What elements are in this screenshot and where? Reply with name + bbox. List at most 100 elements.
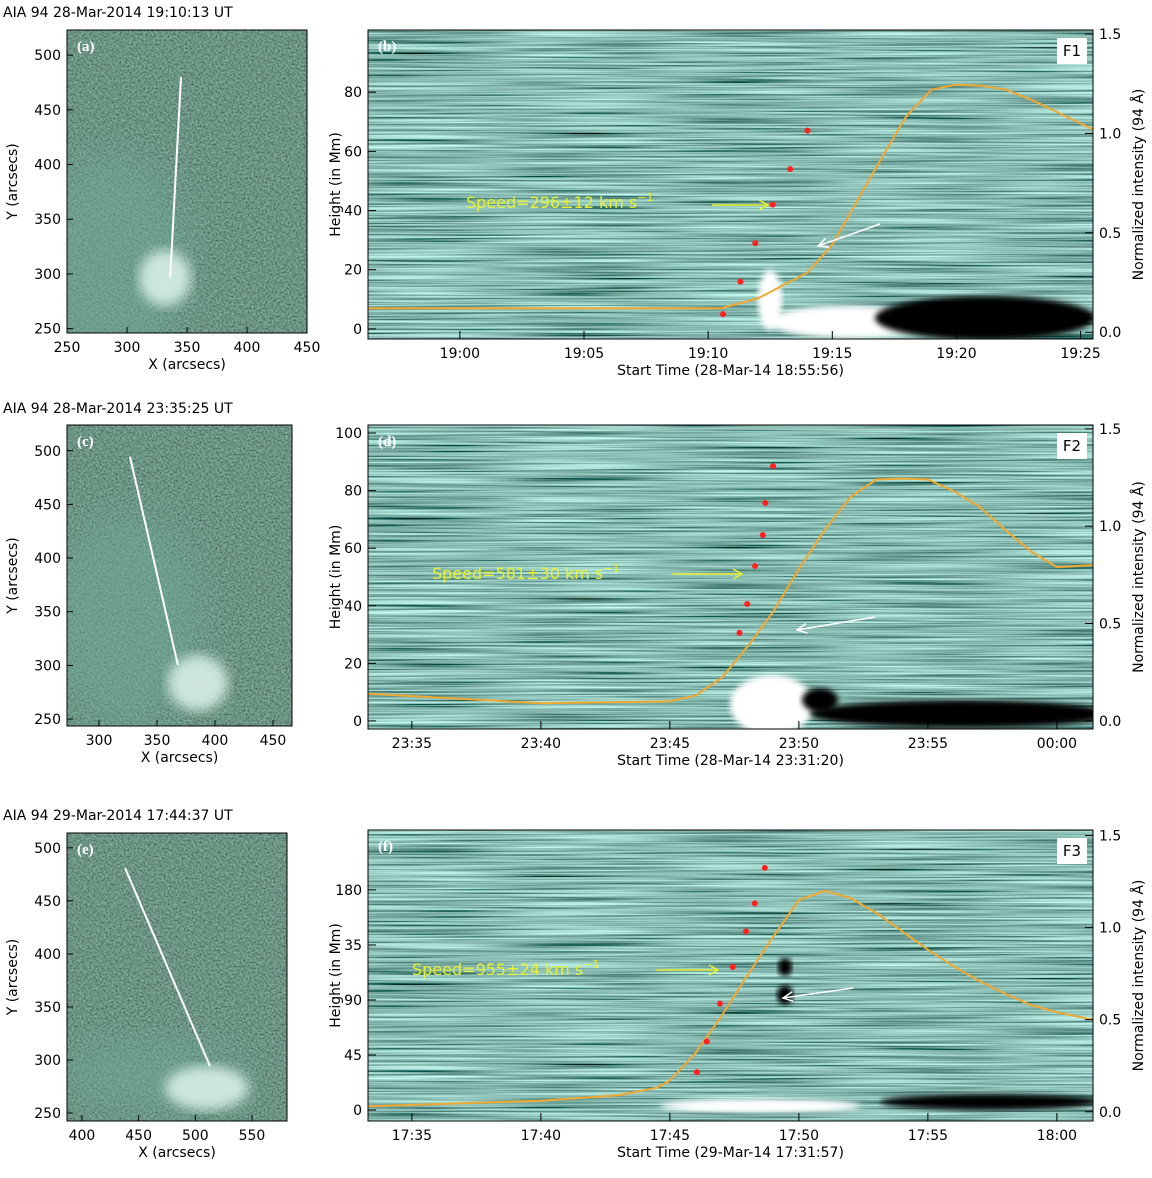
x-tick-label: 300 bbox=[114, 340, 141, 356]
x-tick-label: 350 bbox=[144, 733, 171, 749]
y2-tick-label: 1.0 bbox=[1099, 921, 1121, 937]
x-tick-label: 17:45 bbox=[650, 1128, 690, 1144]
y-tick-label: 180 bbox=[335, 883, 362, 899]
panel-label: (c) bbox=[77, 434, 94, 450]
x-axis-label: Start Time (29-Mar-14 17:31:57) bbox=[617, 1145, 844, 1161]
height-point bbox=[752, 563, 759, 570]
y-tick-label: 300 bbox=[34, 267, 61, 283]
x-tick-label: 19:05 bbox=[564, 346, 604, 362]
x-tick-label: 350 bbox=[174, 340, 201, 356]
x-tick-label: 550 bbox=[239, 1128, 266, 1144]
y2-tick-label: 1.5 bbox=[1099, 829, 1121, 845]
flare-label-box bbox=[1057, 838, 1087, 864]
x-tick-label: 19:20 bbox=[936, 346, 976, 362]
height-point bbox=[716, 1000, 723, 1007]
y-tick-label: 80 bbox=[344, 85, 362, 101]
image-panel: AIA 94 28-Mar-2014 23:35:25 UT (c) 300 350 4… bbox=[3, 401, 293, 766]
intensity-curve bbox=[368, 83, 1093, 310]
x-tick-label: 23:50 bbox=[779, 736, 819, 752]
y-tick-label: 450 bbox=[34, 497, 61, 513]
panel-label: (b) bbox=[378, 39, 396, 55]
feature-arrow bbox=[795, 616, 876, 634]
y-tick-label: 400 bbox=[34, 947, 61, 963]
x-axis-label: X (arcsecs) bbox=[141, 750, 219, 766]
time-distance-panel: Speed=955±24 km s−1 F3 0.0 0.5 1.0 1.5 Normali… bbox=[328, 829, 1147, 1161]
speed-text: Speed=955±24 km s bbox=[412, 960, 583, 979]
y-tick-label: 0 bbox=[353, 714, 362, 730]
speed-text: Speed=296±12 km s bbox=[466, 193, 637, 212]
dark-feature bbox=[875, 296, 1093, 339]
y-tick-label: 35 bbox=[344, 938, 362, 954]
dark-feature bbox=[778, 958, 792, 976]
bright-feature bbox=[758, 270, 782, 330]
y-tick-label: 350 bbox=[34, 1000, 61, 1016]
speed-unit-exponent: −1 bbox=[637, 191, 653, 204]
height-point bbox=[804, 127, 811, 134]
x-tick-label: 19:25 bbox=[1060, 346, 1100, 362]
y-tick-label: 0 bbox=[353, 322, 362, 338]
panel-label: (d) bbox=[378, 434, 396, 450]
y-tick-label: 20 bbox=[344, 263, 362, 279]
image-panel: AIA 94 29-Mar-2014 17:44:37 UT (e) 400 450 5… bbox=[3, 808, 288, 1161]
height-point bbox=[744, 601, 751, 608]
feature-arrow bbox=[816, 223, 881, 248]
speed-arrow bbox=[712, 199, 770, 211]
intensity-curve bbox=[368, 889, 1093, 1108]
x-tick-label: 17:50 bbox=[779, 1128, 819, 1144]
flare-loops bbox=[139, 250, 191, 306]
y2-axis-label: Normalized intensity (94 Å) bbox=[1130, 481, 1147, 673]
height-point bbox=[729, 963, 736, 970]
time-distance-background bbox=[368, 30, 1093, 339]
x-axis-label: Start Time (28-Mar-14 23:31:20) bbox=[617, 753, 844, 769]
dark-feature bbox=[810, 700, 1093, 728]
y-axis-label: Height (in Mm) bbox=[328, 525, 344, 630]
y-tick-label: 350 bbox=[34, 212, 61, 228]
y-axis-label: Y (arcsecs) bbox=[5, 537, 21, 615]
y2-tick-label: 1.5 bbox=[1099, 422, 1121, 438]
plot-frame bbox=[367, 424, 1094, 730]
plot-frame bbox=[66, 424, 293, 727]
y2-tick-label: 1.5 bbox=[1099, 27, 1121, 43]
x-axis-label: Start Time (28-Mar-14 18:55:56) bbox=[617, 363, 844, 379]
x-tick-label: 500 bbox=[182, 1128, 209, 1144]
x-axis-label: X (arcsecs) bbox=[148, 357, 226, 373]
flare-label: F1 bbox=[1063, 42, 1081, 60]
x-tick-label: 19:10 bbox=[688, 346, 728, 362]
height-point bbox=[770, 463, 777, 470]
flare-label: F3 bbox=[1063, 842, 1081, 860]
y2-tick-label: 1.0 bbox=[1099, 519, 1121, 535]
y2-tick-label: 0.5 bbox=[1099, 617, 1121, 633]
x-tick-label: 19:00 bbox=[440, 346, 480, 362]
y-tick-label: 400 bbox=[34, 158, 61, 174]
y-tick-label: 60 bbox=[344, 541, 362, 557]
time-distance-panel: Speed=581±30 km s−1 F2 0.0 0.5 1.0 1.5 Normali… bbox=[328, 422, 1147, 769]
x-tick-label: 400 bbox=[202, 733, 229, 749]
y-tick-label: 250 bbox=[34, 322, 61, 338]
y-tick-label: 450 bbox=[34, 894, 61, 910]
x-tick-label: 00:00 bbox=[1037, 736, 1077, 752]
y2-tick-label: 0.0 bbox=[1099, 325, 1121, 341]
height-point bbox=[762, 500, 769, 507]
x-tick-label: 23:40 bbox=[521, 736, 561, 752]
y-tick-label: 45 bbox=[344, 1048, 362, 1064]
plot-area bbox=[67, 30, 307, 333]
speed-arrow bbox=[656, 964, 720, 976]
y2-tick-label: 0.0 bbox=[1099, 714, 1121, 730]
x-tick-label: 23:45 bbox=[650, 736, 690, 752]
y-tick-label: 250 bbox=[34, 712, 61, 728]
x-tick-label: 17:55 bbox=[908, 1128, 948, 1144]
y-tick-label: 500 bbox=[34, 444, 61, 460]
x-tick-label: 17:35 bbox=[392, 1128, 432, 1144]
plot-area bbox=[67, 833, 287, 1121]
y-tick-label: 60 bbox=[344, 144, 362, 160]
panel-label: (f) bbox=[378, 839, 393, 855]
height-point bbox=[752, 240, 759, 247]
plot-frame bbox=[367, 829, 1094, 1122]
height-point bbox=[761, 864, 768, 871]
height-point bbox=[751, 900, 758, 907]
flare-label: F2 bbox=[1063, 437, 1081, 455]
speed-annotation: Speed=296±12 km s−1 bbox=[466, 191, 653, 212]
bright-feature bbox=[660, 1099, 860, 1113]
